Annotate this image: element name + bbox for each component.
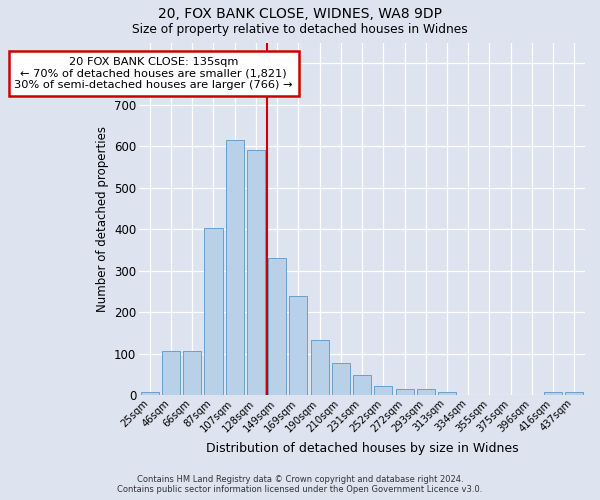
Bar <box>544 392 562 396</box>
Bar <box>289 296 307 396</box>
Bar <box>162 351 180 396</box>
Bar <box>268 258 286 396</box>
Bar <box>374 386 392 396</box>
X-axis label: Distribution of detached houses by size in Widnes: Distribution of detached houses by size … <box>206 442 518 455</box>
Bar <box>183 351 201 396</box>
Bar <box>417 389 435 396</box>
Text: Size of property relative to detached houses in Widnes: Size of property relative to detached ho… <box>132 22 468 36</box>
Bar <box>353 374 371 396</box>
Y-axis label: Number of detached properties: Number of detached properties <box>95 126 109 312</box>
Bar <box>332 364 350 396</box>
Bar <box>438 392 456 396</box>
Text: 20, FOX BANK CLOSE, WIDNES, WA8 9DP: 20, FOX BANK CLOSE, WIDNES, WA8 9DP <box>158 8 442 22</box>
Bar <box>395 389 413 396</box>
Bar <box>565 392 583 396</box>
Bar <box>226 140 244 396</box>
Bar <box>247 150 265 396</box>
Bar <box>311 340 329 396</box>
Bar <box>205 228 223 396</box>
Bar <box>141 392 159 396</box>
Text: 20 FOX BANK CLOSE: 135sqm
← 70% of detached houses are smaller (1,821)
30% of se: 20 FOX BANK CLOSE: 135sqm ← 70% of detac… <box>14 57 293 90</box>
Text: Contains HM Land Registry data © Crown copyright and database right 2024.
Contai: Contains HM Land Registry data © Crown c… <box>118 474 482 494</box>
